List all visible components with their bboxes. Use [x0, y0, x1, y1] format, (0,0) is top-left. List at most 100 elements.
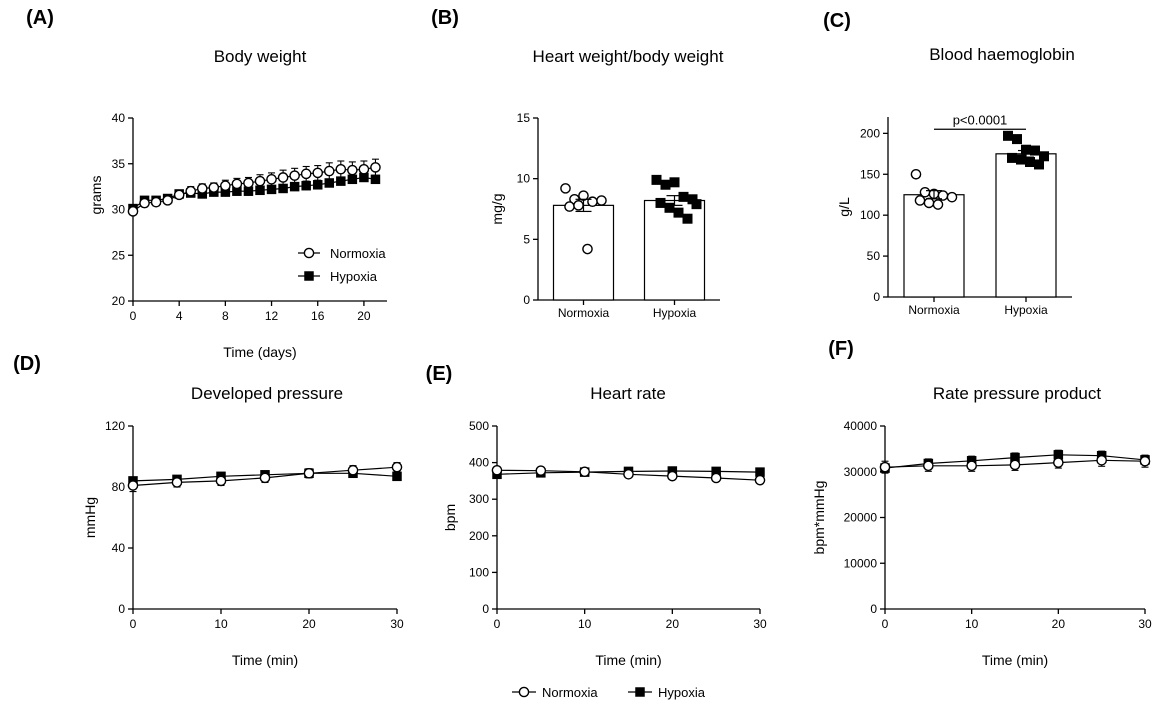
chart-title: Body weight: [214, 47, 307, 66]
data-point: [491, 464, 503, 476]
data-point: [324, 178, 335, 188]
data-point: [673, 207, 684, 218]
data-point: [392, 471, 402, 482]
legend-label: Hypoxia: [658, 685, 706, 700]
data-point: [303, 467, 315, 479]
y-tick-label: 200: [860, 126, 880, 140]
data-point: [710, 472, 722, 484]
legend-label: Normoxia: [330, 246, 386, 261]
y-tick-label: 0: [482, 602, 489, 616]
data-point: [127, 206, 139, 217]
panel-label: (F): [828, 338, 854, 360]
y-tick-label: 25: [112, 248, 126, 262]
data-point: [215, 475, 227, 487]
y-tick-label: 20000: [844, 511, 878, 525]
y-axis-label: bpm: [442, 504, 458, 531]
y-axis-label: grams: [88, 176, 104, 215]
data-point: [312, 167, 324, 179]
y-tick-label: 40: [112, 541, 126, 555]
data-point: [358, 163, 370, 175]
data-point: [711, 466, 721, 477]
x-tick-label: 10: [578, 617, 592, 631]
y-tick-label: 30: [112, 203, 126, 217]
y-tick-label: 120: [105, 419, 125, 433]
data-point: [664, 202, 675, 213]
x-tick-label: 20: [1052, 617, 1066, 631]
x-axis-label: Time (min): [595, 652, 661, 668]
data-point: [185, 185, 197, 197]
y-tick-label: 200: [469, 529, 489, 543]
x-tick-label: 4: [176, 309, 183, 323]
chart-title: Heart weight/body weight: [533, 47, 724, 66]
data-point: [879, 461, 891, 473]
x-tick-label: 8: [222, 309, 229, 323]
y-tick-label: 50: [867, 249, 881, 263]
data-point: [678, 191, 689, 202]
data-point: [596, 195, 607, 206]
panel-label: (D): [13, 353, 41, 375]
data-point: [289, 170, 300, 181]
data-point: [1007, 152, 1017, 163]
data-point: [277, 172, 289, 183]
y-tick-label: 0: [870, 602, 877, 616]
x-axis-label: Time (min): [982, 652, 1048, 668]
data-point: [966, 460, 977, 472]
data-point: [347, 164, 358, 176]
x-tick-label: 30: [390, 617, 404, 631]
x-tick-label: 0: [882, 617, 889, 631]
data-point: [266, 184, 277, 195]
legend-label: Hypoxia: [330, 269, 378, 284]
data-point: [127, 480, 139, 491]
data-point: [1034, 159, 1044, 170]
data-point: [669, 177, 680, 188]
data-point: [914, 195, 926, 206]
data-point: [370, 174, 381, 185]
data-point: [173, 189, 185, 201]
data-point: [573, 200, 584, 211]
category-label: Normoxia: [558, 306, 610, 320]
data-point: [1021, 144, 1031, 155]
y-tick-label: 5: [523, 232, 530, 246]
y-tick-label: 400: [469, 456, 489, 470]
data-point: [1003, 130, 1013, 141]
data-point: [347, 464, 359, 476]
x-tick-label: 12: [265, 309, 279, 323]
panel-label: (C): [823, 10, 851, 32]
panel-label: (A): [26, 7, 54, 29]
chart-title: Developed pressure: [191, 384, 343, 403]
data-point: [564, 201, 575, 212]
data-point: [139, 197, 150, 209]
category-label: Normoxia: [908, 303, 960, 317]
p-value-annotation: p<0.0001: [953, 112, 1008, 127]
x-tick-label: 10: [214, 617, 228, 631]
data-point: [1012, 134, 1022, 145]
y-axis-label: mg/g: [489, 193, 505, 224]
data-point: [1053, 450, 1064, 460]
legend-label: Normoxia: [542, 685, 598, 700]
y-tick-label: 150: [860, 167, 880, 181]
data-point: [243, 186, 254, 196]
data-point: [946, 191, 958, 203]
data-point: [171, 477, 183, 488]
y-tick-label: 100: [469, 565, 489, 579]
data-point: [1016, 154, 1026, 165]
data-point: [301, 180, 311, 191]
data-point: [910, 168, 922, 180]
x-tick-label: 10: [965, 617, 979, 631]
data-point: [162, 195, 173, 206]
data-point: [278, 183, 288, 194]
data-point: [623, 469, 634, 480]
data-point: [755, 467, 765, 477]
data-point: [1010, 452, 1020, 463]
data-point: [651, 174, 662, 185]
chart-title: Heart rate: [590, 384, 666, 403]
x-tick-label: 20: [357, 309, 371, 323]
data-point: [254, 175, 266, 187]
data-point: [197, 189, 208, 199]
y-tick-label: 35: [112, 157, 126, 171]
y-tick-label: 10: [517, 172, 531, 186]
panel-label: (B): [431, 7, 459, 29]
data-point: [370, 162, 381, 173]
data-point: [1030, 145, 1040, 156]
